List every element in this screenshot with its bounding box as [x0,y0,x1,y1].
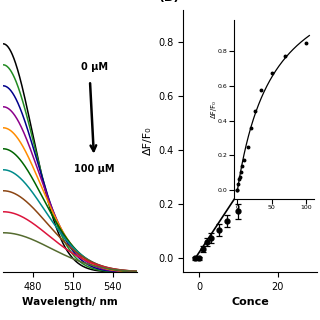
Text: 100 μM: 100 μM [74,164,115,174]
X-axis label: Wavelength/ nm: Wavelength/ nm [22,297,118,307]
Y-axis label: ΔF/F₀: ΔF/F₀ [143,126,153,155]
Text: 0 μM: 0 μM [81,62,108,72]
X-axis label: Conce: Conce [231,297,269,307]
Text: (B): (B) [159,0,180,4]
